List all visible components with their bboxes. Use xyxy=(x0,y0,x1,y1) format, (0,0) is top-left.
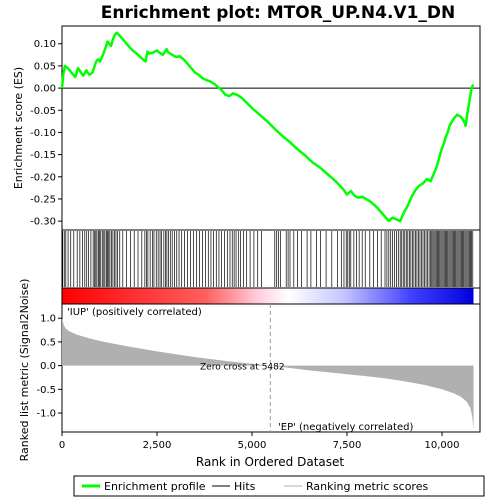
metric-y-tick-label: -0.5 xyxy=(36,385,56,396)
hits-frame xyxy=(61,229,481,289)
zero-cross-label: Zero cross at 5482 xyxy=(200,363,285,373)
heatmap-gradient-bar xyxy=(62,288,474,304)
x-tick-label: 0 xyxy=(59,440,65,451)
es-y-tick-label: 0.05 xyxy=(34,61,56,72)
metric-y-tick-label: 1.0 xyxy=(40,314,56,325)
chart-title: Enrichment plot: MTOR_UP.N4.V1_DN xyxy=(101,3,456,23)
metric-y-tick-label: 0.0 xyxy=(40,361,56,372)
es-y-tick-label: 0.10 xyxy=(34,39,56,50)
positive-correlation-label: 'IUP' (positively correlated) xyxy=(67,307,202,318)
es-y-tick-label: -0.25 xyxy=(30,194,56,205)
x-axis-label: Rank in Ordered Dataset xyxy=(196,455,344,469)
es-y-tick-label: -0.30 xyxy=(30,217,56,228)
es-y-tick-label: -0.05 xyxy=(30,106,56,117)
es-y-tick-label: 0.00 xyxy=(34,84,56,95)
metric-y-axis-label: Ranked list metric (Signal2Noise) xyxy=(18,279,31,462)
legend-label: Enrichment profile xyxy=(104,480,206,493)
legend-box xyxy=(73,475,485,497)
x-tick-label: 10,000 xyxy=(425,440,460,451)
legend-label: Hits xyxy=(234,480,256,493)
ranking-heatmap-strip xyxy=(61,287,481,305)
x-tick-label: 5,000 xyxy=(238,440,267,451)
enrichment-score-panel: 0.10 0.05 0.00 -0.05 -0.10 -0.15 -0.20 -0.25 -0.… xyxy=(12,25,481,231)
metric-y-tick-label: 0.5 xyxy=(40,337,56,348)
legend-label: Ranking metric scores xyxy=(306,480,428,493)
legend-items: Enrichment profile Hits Ranking metric sco… xyxy=(82,480,428,493)
enrichment-profile-series xyxy=(60,31,475,223)
x-axis: 0 2,500 5,000 7,500 10,000 xyxy=(59,432,460,451)
es-y-tick-label: -0.20 xyxy=(30,172,56,183)
es-y-tick-label: -0.10 xyxy=(30,128,56,139)
enrichment-profile-line xyxy=(60,31,475,223)
es-y-axis-label: Enrichment score (ES) xyxy=(12,67,25,189)
metric-y-tick-label: -1.0 xyxy=(36,409,56,420)
negative-correlation-label: 'EP' (negatively correlated) xyxy=(278,422,413,433)
x-tick-label: 2,500 xyxy=(143,440,172,451)
metric-y-axis: 1.0 0.5 0.0 -0.5 -1.0 xyxy=(36,314,62,420)
x-tick-label: 7,500 xyxy=(333,440,362,451)
ranked-metric-panel: 1.0 0.5 0.0 -0.5 -1.0 Zero cross at 5482 'IU… xyxy=(18,279,481,462)
ranking-metric-area xyxy=(62,318,474,430)
hit-marks xyxy=(62,231,474,287)
legend: Enrichment profile Hits Ranking metric sco… xyxy=(73,475,485,497)
hits-panel xyxy=(61,229,481,289)
ranking-metric-fill xyxy=(62,318,474,430)
es-y-tick-label: -0.15 xyxy=(30,150,56,161)
es-plot-frame xyxy=(61,25,481,231)
es-y-axis: 0.10 0.05 0.00 -0.05 -0.10 -0.15 -0.20 -0.25 -0.… xyxy=(30,39,62,228)
